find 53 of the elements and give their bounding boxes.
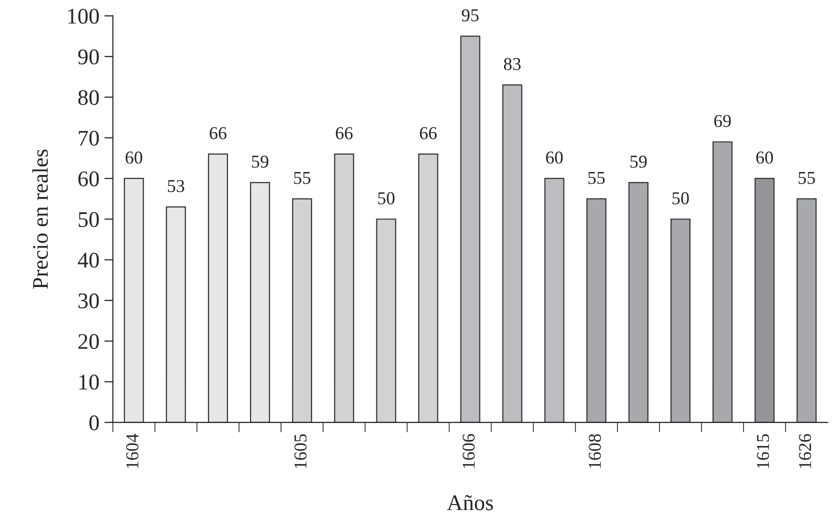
data-label: 55 (798, 172, 815, 184)
data-label: 66 (336, 127, 353, 140)
bar (334, 154, 354, 422)
bar (460, 36, 480, 422)
data-label: 66 (420, 127, 437, 140)
bar (712, 141, 733, 422)
bar (292, 198, 312, 422)
data-label: 55 (588, 172, 605, 184)
bar (502, 84, 522, 422)
data-label: 66 (210, 127, 226, 140)
bar (544, 178, 564, 422)
bar (796, 198, 817, 422)
x-tick-label: 1615 (756, 434, 770, 468)
y-tick-label: 30 (78, 293, 99, 308)
y-tick-label: 40 (78, 252, 99, 268)
y-tick-label: 20 (78, 334, 99, 350)
data-label: 59 (630, 156, 647, 168)
data-label: 69 (714, 114, 731, 128)
bar (754, 178, 775, 422)
data-label: 55 (294, 172, 310, 184)
data-label: 53 (168, 180, 184, 192)
data-label: 60 (756, 152, 773, 164)
x-tick-label: 1604 (126, 434, 138, 468)
bar (670, 218, 690, 422)
y-tick-label: 60 (78, 171, 99, 186)
y-tick-label: 70 (78, 130, 99, 146)
x-tick-label: 1608 (588, 434, 601, 468)
data-label: 50 (672, 192, 689, 204)
bar (124, 178, 144, 422)
bar (586, 198, 606, 422)
y-tick-label: 80 (78, 90, 99, 106)
data-label: 59 (252, 156, 268, 168)
x-tick-label: 1606 (462, 434, 475, 468)
x-axis-title: Años (447, 495, 493, 510)
data-label: 50 (378, 192, 394, 204)
bar (250, 182, 270, 422)
bar (376, 218, 396, 422)
y-tick-label: 90 (78, 49, 99, 64)
bar (628, 182, 648, 422)
x-tick-label: 1626 (799, 434, 812, 468)
y-axis-title: Precio en reales (32, 150, 48, 289)
data-label: 60 (546, 152, 563, 164)
data-label: 83 (504, 58, 521, 70)
bar (418, 154, 438, 422)
x-tick-label: 1605 (294, 434, 307, 468)
y-tick-label: 50 (78, 212, 99, 228)
data-label: 95 (462, 9, 479, 22)
y-tick-label: 100 (68, 8, 99, 24)
data-label: 60 (126, 152, 142, 164)
y-tick-label: 10 (79, 374, 99, 390)
y-tick-label: 0 (89, 415, 99, 430)
bar (208, 154, 228, 422)
bar (166, 206, 186, 422)
